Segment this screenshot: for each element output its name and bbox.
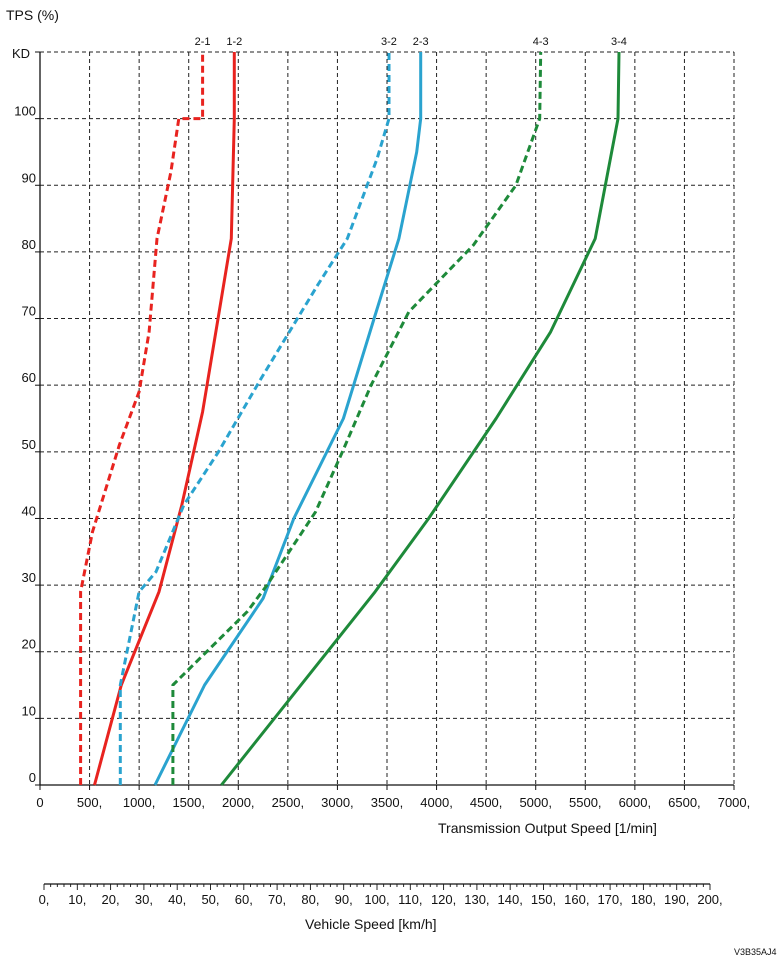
axes: 0 10 20 30 40 50 60 70 80 90 100 0 500, 1000, 1500, 200… [14,51,751,907]
series-label-1-2: 1-2 [226,36,242,48]
series-label-3-4: 3-4 [611,36,627,48]
secondary-x-tick-label-180: 180, [631,892,656,907]
secondary-x-tick-label-90: 90, [335,892,353,907]
x-tick-label-500: 500, [77,795,102,810]
secondary-x-tick-label-190: 190, [664,892,689,907]
series-line-3-2 [118,52,391,785]
x-tick-label-0: 0 [36,795,43,810]
secondary-x-tick-label-170: 170, [597,892,622,907]
x-tick-label-3500: 3500, [371,795,404,810]
secondary-x-tick-label-70: 70, [268,892,286,907]
x-tick-label-2000: 2000, [222,795,255,810]
x-tick-label-2500: 2500, [272,795,305,810]
y-tick-label-80: 80 [22,237,36,252]
y-tick-label-40: 40 [22,503,36,518]
y-tick-label-70: 70 [22,304,36,319]
grid [40,51,735,785]
x-tick-label-4000: 4000, [420,795,453,810]
secondary-x-tick-label-60: 60, [235,892,253,907]
secondary-x-tick-label-110: 110, [398,892,422,907]
series-line-1-2 [93,52,236,786]
x-tick-label-1000: 1000, [123,795,156,810]
secondary-x-tick-label-200: 200, [697,892,722,907]
secondary-x-tick-label-100: 100, [364,892,389,907]
x-tick-label-6500: 6500, [668,795,701,810]
series-label-4-3: 4-3 [533,36,549,48]
secondary-x-tick-label-20: 20, [102,892,120,907]
x-tick-label-1500: 1500, [172,795,205,810]
secondary-x-tick-label-150: 150, [531,892,556,907]
secondary-x-tick-label-160: 160, [564,892,589,907]
secondary-x-axis-title: Vehicle Speed [km/h] [305,916,437,932]
series-line-4-3 [171,51,543,785]
x-tick-label-4500: 4500, [470,795,503,810]
x-axis-title: Transmission Output Speed [1/min] [438,820,657,836]
kd-label: KD [12,46,30,61]
series-label-2-3: 2-3 [413,36,429,48]
y-tick-label-30: 30 [22,570,36,585]
secondary-x-tick-label-40: 40, [168,892,186,907]
secondary-x-tick-label-130: 130, [464,892,489,907]
y-tick-label-0: 0 [29,770,36,785]
x-tick-label-6000: 6000, [619,795,652,810]
x-tick-label-5500: 5500, [569,795,602,810]
figure-code: V3B35AJ4 [734,947,777,957]
secondary-x-tick-label-0: 0, [39,892,50,907]
x-tick-label-3000: 3000, [321,795,354,810]
series-label-3-2: 3-2 [381,36,397,48]
y-tick-label-10: 10 [22,703,36,718]
secondary-x-tick-label-140: 140, [498,892,523,907]
x-tick-label-7000: 7000, [718,795,751,810]
series-line-2-1 [79,52,205,785]
y-axis-title: TPS (%) [6,7,59,23]
series-lines: 2-1 1-2 3-2 2-3 4-3 3-4 [79,36,627,786]
series-line-2-3 [153,52,423,786]
y-tick-label-20: 20 [22,637,36,652]
x-tick-label-5000: 5000, [519,795,552,810]
y-tick-label-60: 60 [22,370,36,385]
series-line-3-4 [220,51,621,786]
series-label-2-1: 2-1 [195,36,211,48]
secondary-x-tick-label-10: 10, [68,892,86,907]
secondary-x-tick-label-30: 30, [135,892,153,907]
secondary-x-tick-label-80: 80, [301,892,319,907]
labels: TPS (%) Transmission Output Speed [1/min… [6,7,777,957]
y-tick-label-50: 50 [22,437,36,452]
secondary-x-tick-label-50: 50, [201,892,219,907]
y-tick-label-90: 90 [22,170,36,185]
secondary-x-tick-label-120: 120, [431,892,456,907]
y-tick-label-100: 100 [14,104,36,119]
